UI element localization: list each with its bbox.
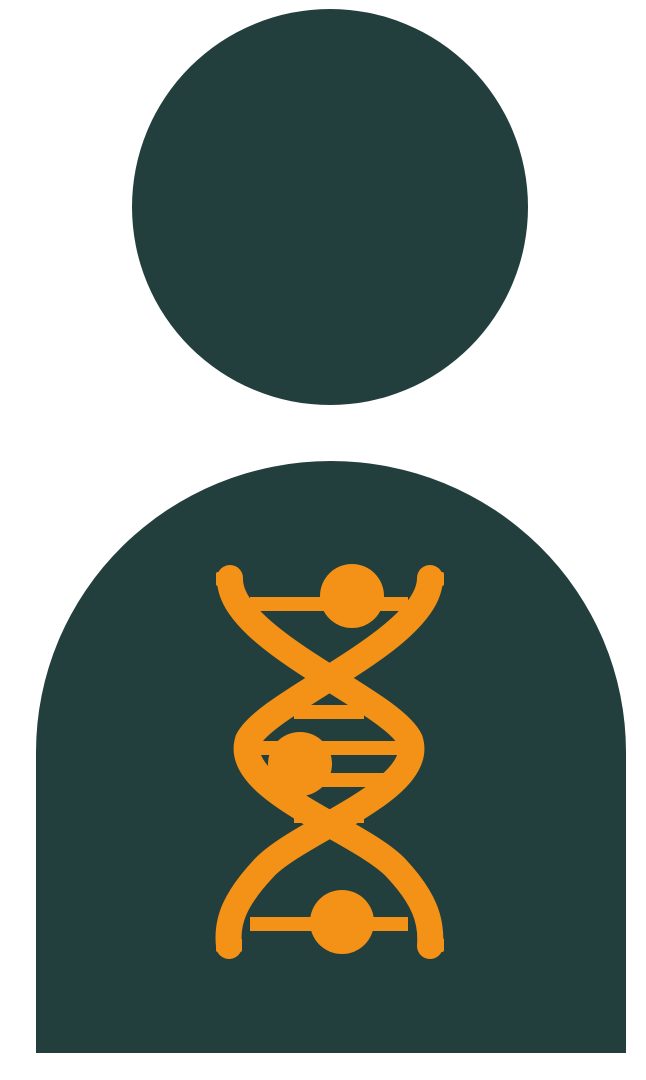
dna-node-top [320, 564, 384, 628]
head-icon [132, 9, 528, 405]
dna-strand-caps [216, 572, 444, 952]
dna-node-bottom [310, 890, 374, 954]
dna-node-middle [268, 732, 332, 796]
dna-nodes [268, 564, 384, 954]
dna-helix-icon [215, 564, 444, 959]
